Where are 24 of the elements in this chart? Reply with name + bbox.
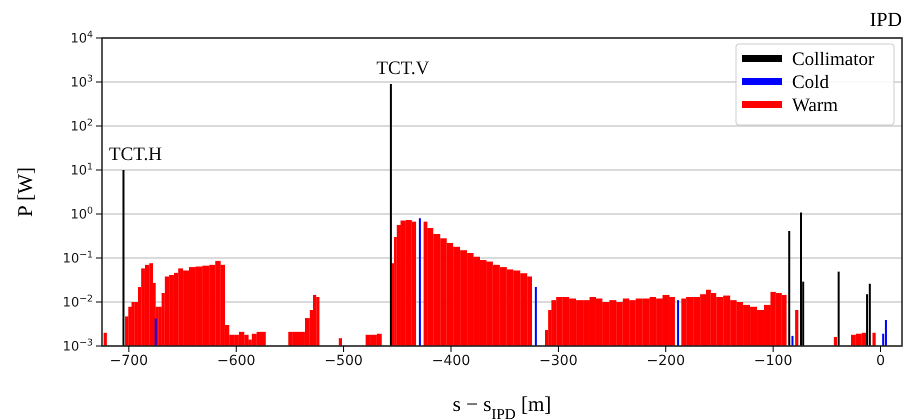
x-tick-label: −600 <box>217 352 256 369</box>
y-axis-title: P [W] <box>13 167 37 217</box>
y-tick-label: 10$^{−3}$ <box>62 337 94 355</box>
x-tick-label: −400 <box>432 352 470 369</box>
y-tick-label: 10$^{1}$ <box>70 161 94 179</box>
y-tick-label: 10$^{−1}$ <box>62 249 94 267</box>
y-tick-label: 10$^{4}$ <box>70 29 94 47</box>
legend-label: Collimator <box>792 49 875 70</box>
legend-label: Cold <box>792 72 830 93</box>
annotation: TCT.H <box>109 144 162 165</box>
annotation: TCT.V <box>376 58 430 80</box>
x-tick-label: −200 <box>646 352 685 369</box>
y-tick-label: 10$^{2}$ <box>70 117 94 135</box>
x-axis-title: s − s$_{IPD}$ [m] <box>452 392 552 419</box>
y-tick-label: 10$^{3}$ <box>70 73 94 91</box>
y-tick-label: 10$^{−2}$ <box>62 293 94 311</box>
x-tick-label: −100 <box>754 352 792 369</box>
x-tick-label: 0 <box>876 352 885 369</box>
x-tick-label: −500 <box>324 352 363 369</box>
chart-title: IPD <box>870 9 902 31</box>
y-tick-label: 10$^{0}$ <box>70 205 94 223</box>
x-tick-label: −700 <box>110 352 148 369</box>
legend-label: Warm <box>792 95 838 116</box>
x-tick-label: −300 <box>539 352 578 369</box>
